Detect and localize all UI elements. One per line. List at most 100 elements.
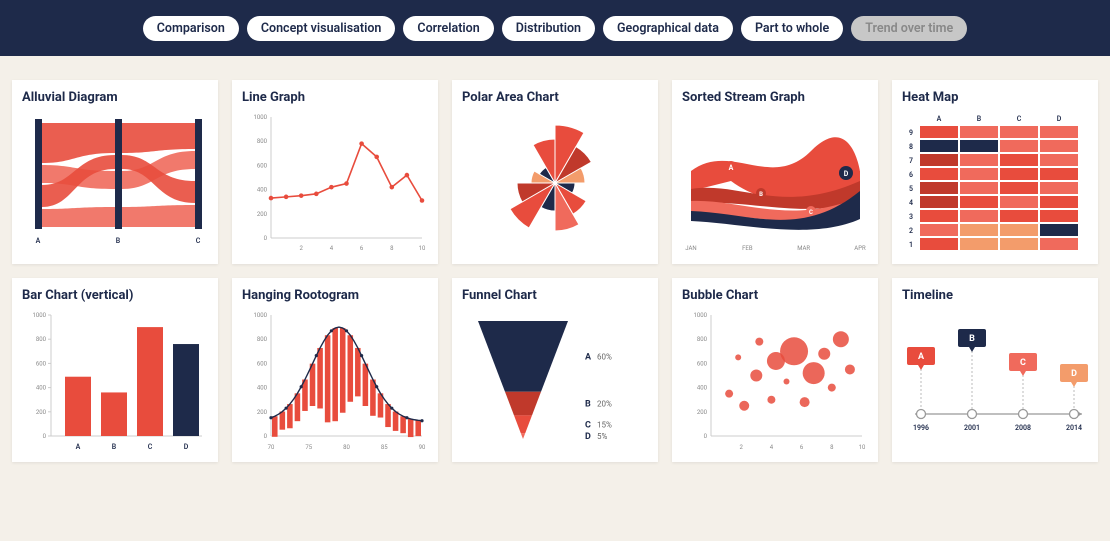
svg-text:6: 6	[799, 444, 803, 451]
svg-text:B: B	[111, 443, 116, 451]
card-timeline[interactable]: Timeline A1996B2001C2008D2014	[892, 278, 1098, 462]
filter-trend-over-time[interactable]: Trend over time	[851, 16, 967, 41]
svg-text:C: C	[147, 443, 152, 451]
svg-text:4: 4	[769, 444, 773, 451]
chart-bar: 02004006008001000ABCD	[22, 309, 208, 454]
card-title: Timeline	[902, 288, 1088, 303]
svg-text:4: 4	[329, 245, 333, 252]
filter-part-to-whole[interactable]: Part to whole	[741, 16, 843, 41]
svg-text:2014: 2014	[1066, 424, 1082, 432]
svg-text:7: 7	[909, 157, 913, 165]
svg-text:0: 0	[703, 433, 707, 440]
chart-funnel: A60%B20%C15%D5%	[462, 309, 648, 454]
svg-text:4: 4	[909, 199, 913, 207]
svg-text:200: 200	[35, 409, 46, 416]
card-polar[interactable]: Polar Area Chart	[452, 80, 658, 264]
svg-text:D: D	[585, 432, 591, 442]
card-title: Polar Area Chart	[462, 90, 648, 105]
svg-text:800: 800	[696, 336, 707, 343]
svg-text:600: 600	[35, 360, 46, 367]
svg-text:D: D	[1071, 369, 1077, 379]
card-heatmap[interactable]: Heat Map ABCD987654321	[892, 80, 1098, 264]
filter-geographical[interactable]: Geographical data	[603, 16, 733, 41]
svg-text:C: C	[809, 209, 813, 216]
card-title: Heat Map	[902, 90, 1088, 105]
chart-heatmap: ABCD987654321	[902, 111, 1088, 256]
filter-comparison[interactable]: Comparison	[143, 16, 239, 41]
svg-text:A: A	[917, 352, 924, 362]
svg-text:9: 9	[909, 129, 913, 137]
chart-rootogram: 020040060080010007075808590	[242, 309, 428, 454]
filter-concept[interactable]: Concept visualisation	[247, 16, 396, 41]
svg-text:2: 2	[739, 444, 743, 451]
chart-alluvial: ABC	[22, 111, 208, 256]
svg-text:C: C	[1020, 358, 1026, 368]
svg-text:400: 400	[256, 187, 267, 194]
filter-correlation[interactable]: Correlation	[403, 16, 493, 41]
svg-text:B: B	[759, 191, 763, 198]
card-title: Bar Chart (vertical)	[22, 288, 208, 303]
svg-text:800: 800	[256, 336, 267, 343]
svg-text:400: 400	[35, 385, 46, 392]
card-alluvial[interactable]: Alluvial Diagram ABC	[12, 80, 218, 264]
card-bubble[interactable]: Bubble Chart 02004006008001000246810	[672, 278, 878, 462]
svg-text:6: 6	[909, 171, 913, 179]
card-title: Alluvial Diagram	[22, 90, 208, 105]
svg-text:200: 200	[696, 409, 707, 416]
svg-text:20%: 20%	[597, 400, 612, 409]
svg-text:B: B	[585, 400, 591, 410]
filter-distribution[interactable]: Distribution	[502, 16, 595, 41]
svg-text:6: 6	[359, 245, 363, 252]
svg-text:A: A	[585, 352, 592, 362]
chart-grid: Alluvial Diagram ABC Line Graph 02004006…	[0, 56, 1110, 474]
card-title: Funnel Chart	[462, 288, 648, 303]
svg-text:2008: 2008	[1015, 424, 1031, 432]
svg-text:B: B	[969, 334, 975, 344]
card-rootogram[interactable]: Hanging Rootogram 0200400600800100070758…	[232, 278, 438, 462]
svg-text:A: A	[728, 164, 733, 172]
svg-text:3: 3	[909, 213, 913, 221]
svg-text:15%: 15%	[597, 420, 612, 429]
filter-header: Comparison Concept visualisation Correla…	[0, 0, 1110, 56]
svg-text:600: 600	[696, 360, 707, 367]
svg-text:FEB: FEB	[742, 245, 753, 252]
svg-text:B: B	[976, 115, 981, 123]
card-funnel[interactable]: Funnel Chart A60%B20%C15%D5%	[452, 278, 658, 462]
svg-text:60%: 60%	[597, 352, 612, 361]
svg-text:A: A	[75, 443, 80, 451]
svg-text:75: 75	[305, 444, 312, 451]
svg-text:70: 70	[267, 444, 274, 451]
svg-text:C: C	[1016, 115, 1021, 123]
svg-text:85: 85	[380, 444, 387, 451]
svg-text:2: 2	[909, 227, 913, 235]
svg-text:JAN: JAN	[685, 245, 696, 252]
svg-text:0: 0	[263, 433, 267, 440]
svg-text:200: 200	[256, 409, 267, 416]
svg-text:90: 90	[418, 444, 425, 451]
svg-text:200: 200	[256, 211, 267, 218]
card-bar[interactable]: Bar Chart (vertical) 02004006008001000AB…	[12, 278, 218, 462]
svg-text:C: C	[585, 420, 591, 430]
svg-text:2: 2	[299, 245, 303, 252]
svg-text:8: 8	[830, 444, 834, 451]
card-title: Hanging Rootogram	[242, 288, 428, 303]
svg-text:600: 600	[256, 360, 267, 367]
svg-text:D: D	[1056, 115, 1061, 123]
svg-text:D: D	[183, 443, 188, 451]
chart-bubble: 02004006008001000246810	[682, 309, 868, 454]
svg-text:10: 10	[418, 245, 425, 252]
svg-text:MAR: MAR	[797, 245, 810, 252]
card-title: Line Graph	[242, 90, 428, 105]
svg-text:600: 600	[256, 162, 267, 169]
svg-text:0: 0	[42, 433, 46, 440]
svg-text:1: 1	[909, 241, 913, 249]
svg-text:400: 400	[696, 385, 707, 392]
card-line[interactable]: Line Graph 02004006008001000246810	[232, 80, 438, 264]
svg-text:800: 800	[35, 336, 46, 343]
svg-text:400: 400	[256, 385, 267, 392]
card-title: Sorted Stream Graph	[682, 90, 868, 105]
card-title: Bubble Chart	[682, 288, 868, 303]
svg-text:800: 800	[256, 138, 267, 145]
svg-text:D: D	[843, 170, 848, 178]
card-stream[interactable]: Sorted Stream Graph ADCBJANFEBMARAPR	[672, 80, 878, 264]
